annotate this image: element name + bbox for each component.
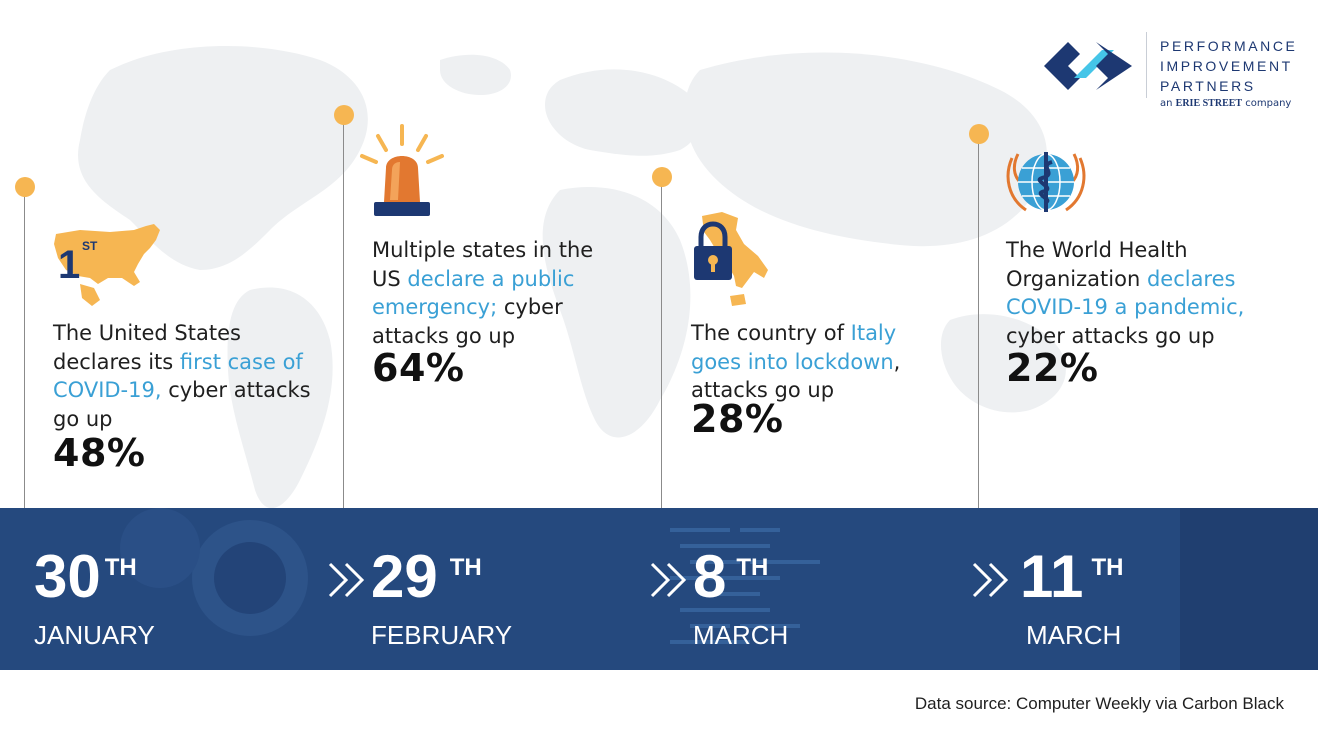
logo-tagline-prefix: an	[1160, 98, 1173, 109]
italy-lock-icon	[694, 212, 768, 306]
event-2-description: Multiple states in the US declare a publ…	[372, 236, 602, 390]
date-band: 30 TH JANUARY 29 TH FEBRUARY 8 TH MARCH 11 T…	[0, 508, 1318, 670]
date-1: 30 TH JANUARY	[34, 544, 155, 651]
date-1-suffix: TH	[104, 554, 137, 581]
logo-line-1: PERFORMANCE	[1160, 38, 1298, 54]
event-2-text-highlight: declare a public emergency;	[372, 266, 575, 320]
timeline-line-1	[24, 186, 25, 508]
date-4: 11 TH MARCH	[1020, 544, 1123, 651]
date-4-day: 11	[1020, 543, 1084, 610]
us-map-icon: 1 ST	[54, 224, 160, 306]
date-3: 8 TH MARCH	[693, 544, 788, 651]
date-2: 29 TH FEBRUARY	[371, 544, 512, 651]
siren-icon	[360, 124, 444, 216]
event-3-text-highlight: Italy goes into lockdown	[691, 321, 897, 374]
event-1-description: The United States declares its first cas…	[53, 319, 313, 475]
event-4-text-highlight: declares COVID-19 a pandemic,	[1006, 266, 1245, 320]
date-2-month: FEBRUARY	[371, 620, 513, 650]
logo-tagline: an ERIE STREET company	[1160, 98, 1291, 109]
timeline-dot-2	[334, 105, 354, 125]
event-3-description: The country of Italy goes into lockdown,…	[691, 319, 911, 439]
date-2-suffix: TH	[449, 554, 482, 581]
data-source-note: Data source: Computer Weekly via Carbon …	[914, 694, 1284, 713]
event-3-stat: 28%	[691, 396, 784, 441]
event-4-text-post: cyber attacks go up	[1006, 323, 1215, 348]
event-3-text-post: , attacks go up	[691, 349, 901, 403]
event-3-text-pre: The country of	[691, 321, 851, 345]
logo-mark-icon	[1044, 42, 1132, 90]
logo-line-2: IMPROVEMENT	[1160, 58, 1293, 74]
event-4-description: The World Health Organization declares C…	[1006, 236, 1276, 390]
event-1-text-highlight: first case of COVID-19,	[53, 349, 303, 403]
date-1-month: JANUARY	[34, 620, 155, 650]
date-4-month: MARCH	[1026, 620, 1122, 650]
event-2-text-pre: Multiple states in the US	[372, 238, 594, 291]
event-1-text-pre: The United States declares its	[53, 321, 241, 374]
event-2-text-post: cyber attacks go up	[372, 295, 563, 348]
date-4-suffix: TH	[1091, 554, 1124, 581]
timeline-line-4	[978, 133, 979, 508]
date-3-suffix: TH	[736, 554, 769, 581]
event-1-text-post: cyber attacks go up	[53, 378, 311, 431]
logo-divider	[1146, 32, 1147, 98]
chevron-right-icon	[650, 562, 687, 598]
date-3-day: 8	[693, 543, 727, 610]
event-2-stat: 64%	[372, 346, 465, 390]
timeline-dot-3	[652, 167, 672, 187]
event-4-text-pre: The World Health Organization	[1006, 238, 1188, 291]
timeline-line-3	[661, 176, 662, 508]
band-texture	[120, 508, 1318, 670]
us-map-icon-label: 1	[58, 243, 80, 287]
who-emblem-icon	[1006, 152, 1086, 212]
logo-tagline-brand: ERIE STREET	[1175, 98, 1243, 109]
logo-wordmark: PERFORMANCE IMPROVEMENT PARTNERS	[1160, 36, 1298, 96]
date-3-month: MARCH	[693, 620, 789, 650]
event-4-stat: 22%	[1006, 346, 1099, 390]
date-2-day: 29	[371, 543, 438, 610]
chevron-right-icon	[972, 562, 1009, 598]
logo-tagline-suffix: company	[1245, 98, 1292, 109]
event-1-stat: 48%	[53, 431, 146, 475]
timeline-dot-1	[15, 177, 35, 197]
company-logo: PERFORMANCE IMPROVEMENT PARTNERS an ERIE…	[1040, 32, 1305, 112]
timeline-dot-4	[969, 124, 989, 144]
us-map-icon-label-sup: ST	[82, 239, 98, 253]
timeline-line-2	[343, 114, 344, 508]
chevron-right-icon	[328, 562, 365, 598]
logo-line-3: PARTNERS	[1160, 78, 1256, 94]
date-1-day: 30	[34, 543, 101, 610]
